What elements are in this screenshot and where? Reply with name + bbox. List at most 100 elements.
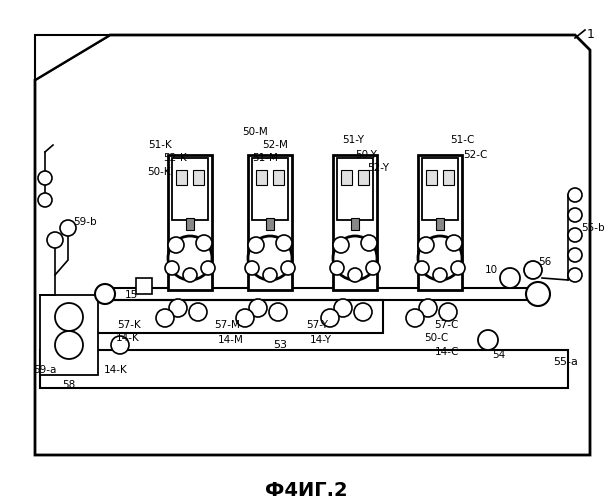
Circle shape [189,303,207,321]
Circle shape [249,299,267,317]
Bar [337,158,373,220]
Circle shape [418,237,434,253]
Bar [341,170,352,185]
Circle shape [334,299,352,317]
Circle shape [321,309,339,327]
Bar [40,350,568,388]
Circle shape [354,303,372,321]
Text: 57-M: 57-M [214,320,240,330]
Text: 50-M: 50-M [242,127,268,137]
Text: 54: 54 [492,350,506,360]
Circle shape [196,235,212,251]
Circle shape [248,236,292,280]
Circle shape [168,236,212,280]
Circle shape [348,268,362,282]
Circle shape [478,330,498,350]
Text: 52-M: 52-M [262,140,288,150]
Text: 52-Y: 52-Y [367,163,389,173]
Polygon shape [35,35,110,80]
Circle shape [418,236,462,280]
Circle shape [38,193,52,207]
Circle shape [201,261,215,275]
Bar [418,155,462,290]
Circle shape [333,237,349,253]
Circle shape [433,268,447,282]
Text: 59-a: 59-a [33,365,56,375]
Circle shape [500,268,520,288]
Circle shape [245,261,259,275]
Bar [176,170,187,185]
Text: 51-Y: 51-Y [342,135,364,145]
Circle shape [111,336,129,354]
Bar [193,170,204,185]
Circle shape [269,303,287,321]
Circle shape [568,268,582,282]
Text: Ф4ИГ.2: Ф4ИГ.2 [264,480,348,500]
Bar [58,300,383,333]
Text: 50-Y: 50-Y [355,150,377,160]
Text: 57-C: 57-C [434,320,458,330]
Circle shape [526,282,550,306]
Text: 51-C: 51-C [450,135,474,145]
Text: 56: 56 [538,257,551,267]
Circle shape [524,261,542,279]
Circle shape [47,232,63,248]
Bar [172,158,208,220]
Circle shape [236,309,254,327]
Circle shape [38,171,52,185]
Bar [186,218,194,230]
Circle shape [276,235,292,251]
Text: 52-K: 52-K [163,153,187,163]
Circle shape [55,331,83,359]
Text: 14-K: 14-K [116,333,140,343]
Circle shape [366,261,380,275]
Bar [443,170,454,185]
Text: 51-K: 51-K [148,140,172,150]
Circle shape [406,309,424,327]
Circle shape [330,261,344,275]
Circle shape [568,248,582,262]
Polygon shape [35,35,590,455]
Text: 15: 15 [125,290,138,300]
Bar [333,155,377,290]
Circle shape [361,235,377,251]
Circle shape [568,208,582,222]
Circle shape [415,261,429,275]
Circle shape [281,261,295,275]
Text: 50-K: 50-K [147,167,171,177]
Bar [40,295,98,375]
Bar [426,170,437,185]
Text: 51-M: 51-M [252,153,278,163]
Text: 57-Y: 57-Y [306,320,328,330]
Circle shape [333,236,377,280]
Text: 14-C: 14-C [435,347,460,357]
Text: 59-b: 59-b [73,217,97,227]
Circle shape [168,237,184,253]
Bar [351,218,359,230]
Text: 14-Y: 14-Y [310,335,332,345]
Circle shape [60,220,76,236]
Circle shape [248,237,264,253]
Bar [252,158,288,220]
Circle shape [568,188,582,202]
Text: 50-C: 50-C [424,333,448,343]
Circle shape [165,261,179,275]
Text: 14-M: 14-M [218,335,244,345]
Circle shape [568,228,582,242]
Circle shape [446,235,462,251]
Circle shape [183,268,197,282]
Circle shape [169,299,187,317]
Circle shape [95,284,115,304]
Circle shape [156,309,174,327]
Text: 55-b: 55-b [581,223,605,233]
Circle shape [451,261,465,275]
Bar [248,155,292,290]
Bar [273,170,284,185]
Text: 53: 53 [273,340,287,350]
Text: 52-C: 52-C [463,150,487,160]
Text: 10: 10 [485,265,498,275]
Text: 58: 58 [62,380,75,390]
Bar [168,155,212,290]
Circle shape [419,299,437,317]
Bar [256,170,267,185]
